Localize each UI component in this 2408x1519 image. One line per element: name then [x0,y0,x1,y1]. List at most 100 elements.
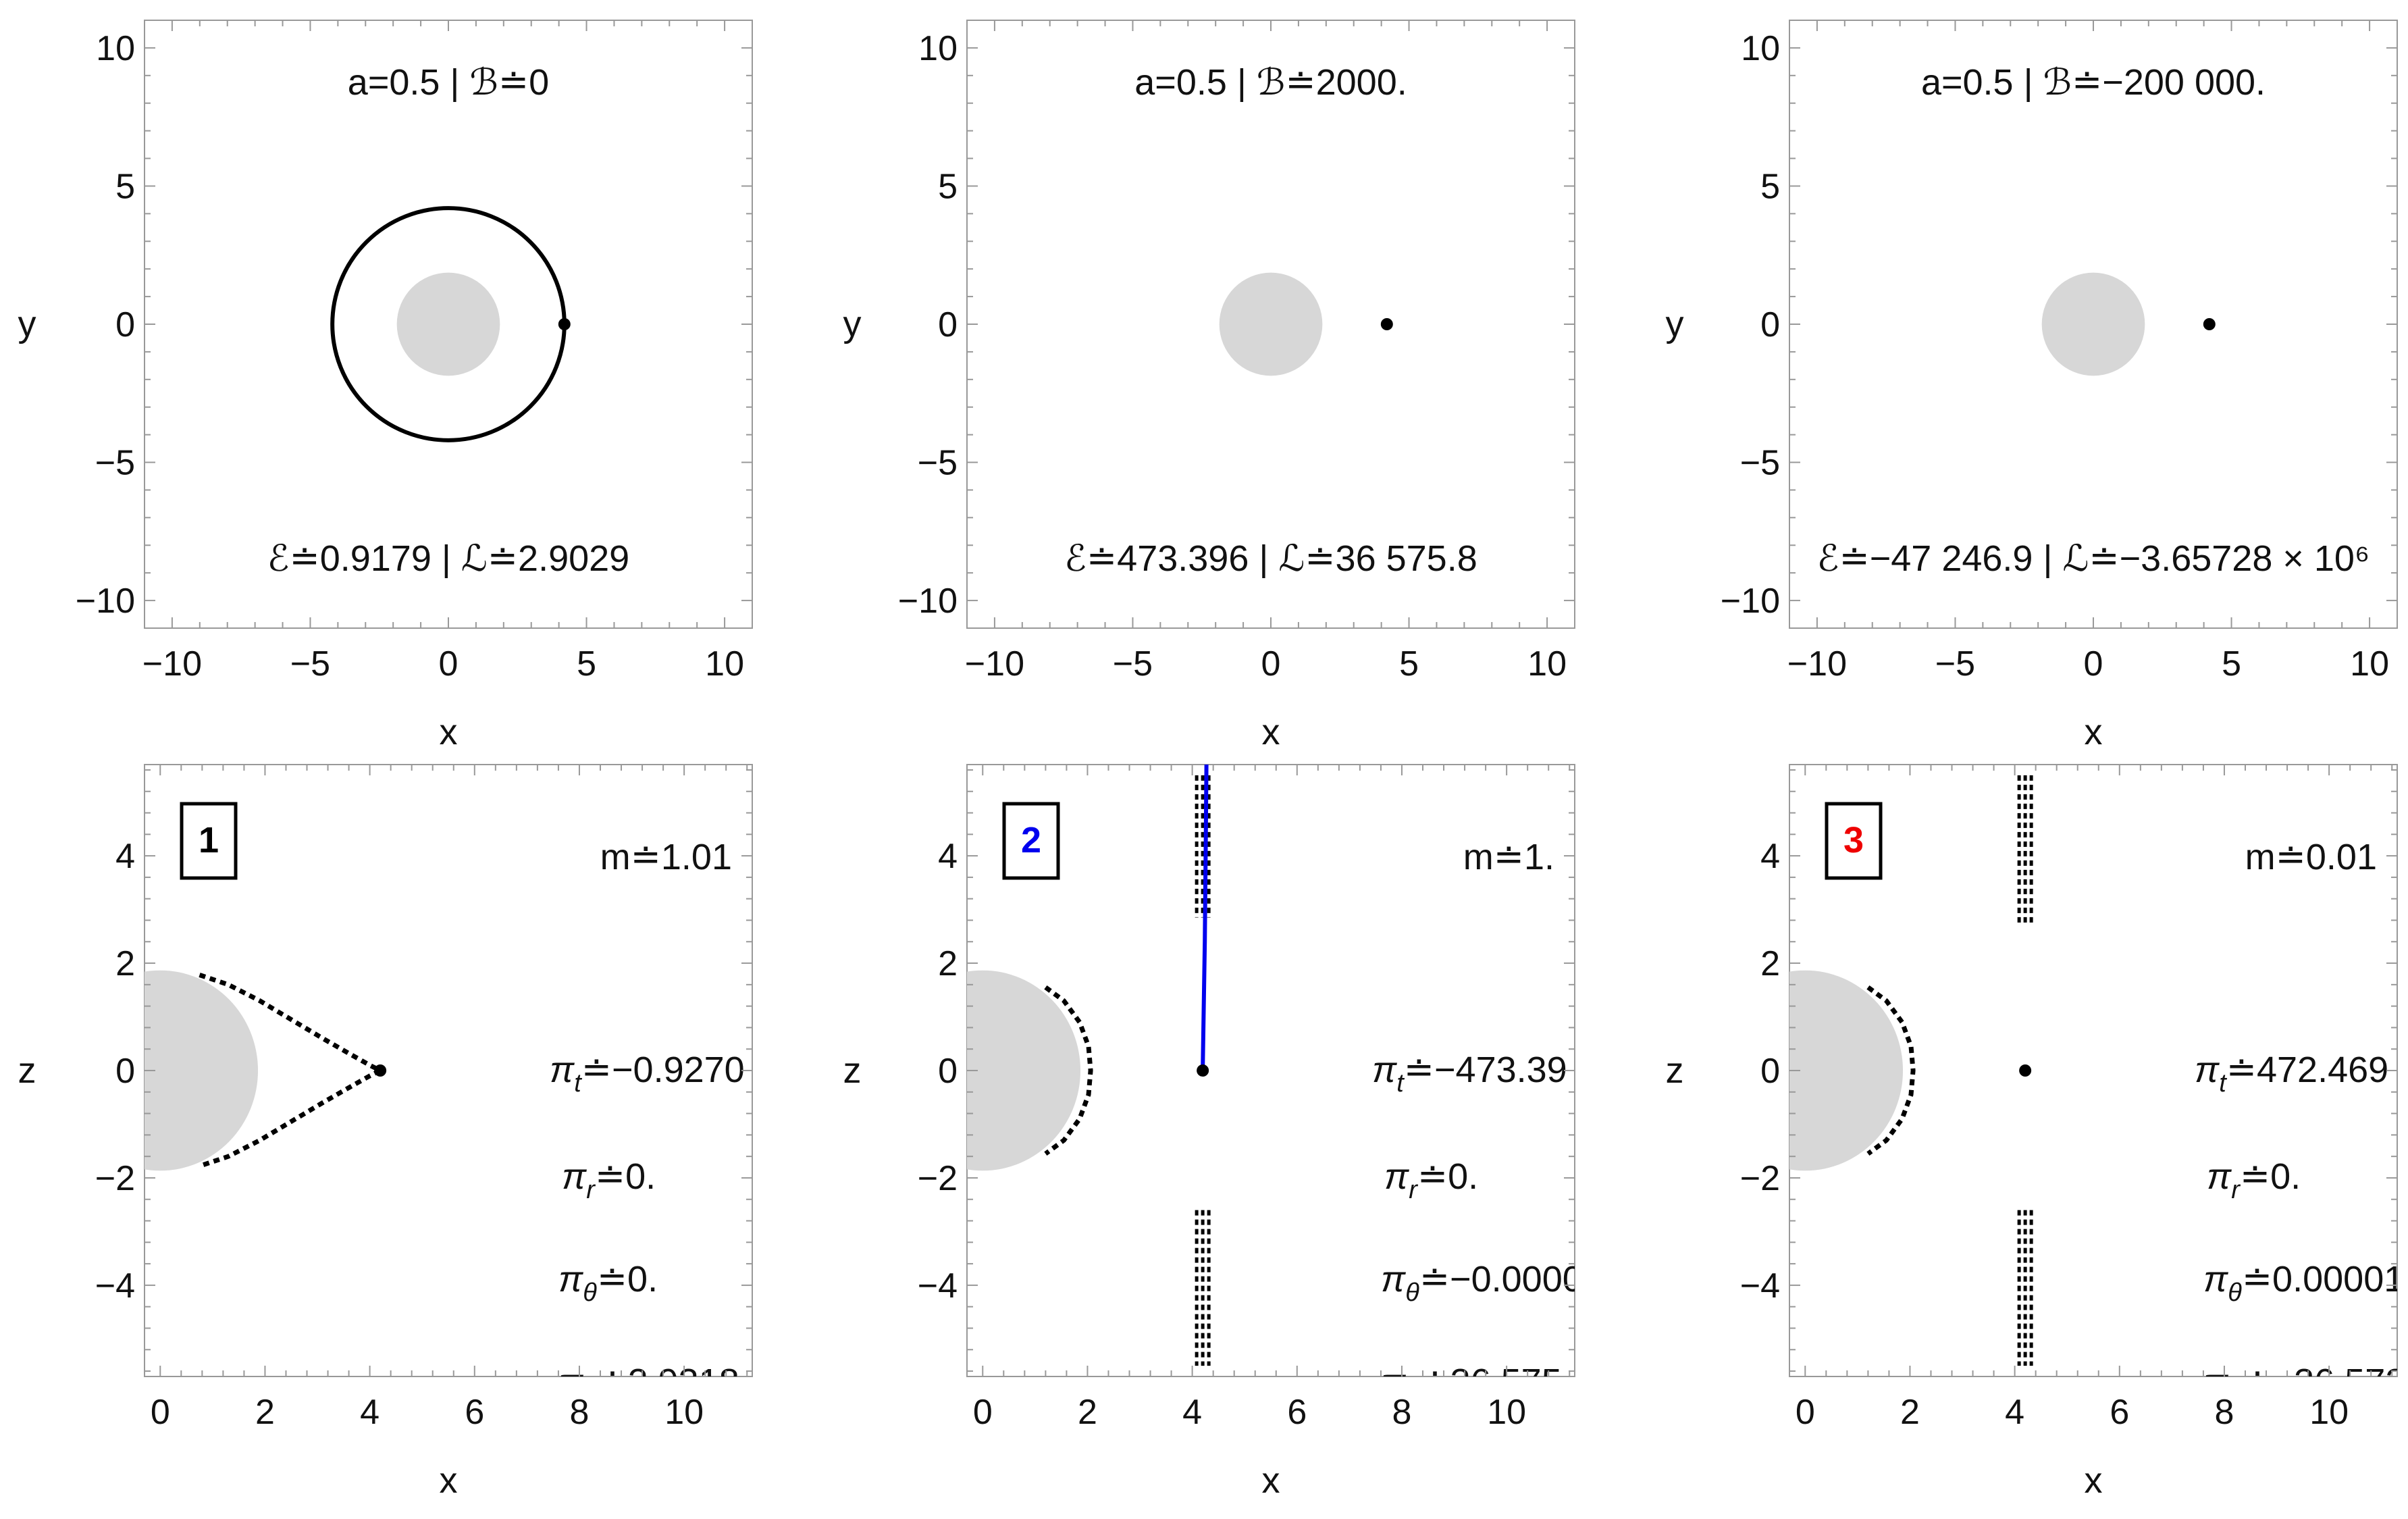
x-tick-label: 2 [1900,1393,1920,1432]
momentum-label: πϕ≐−36 572 [2203,1362,2405,1410]
plot-area: ℰ≐−47 246.9 | ℒ≐−3.65728 × 10⁶ [1817,272,2370,579]
plot-area: ℰ≐0.9179 | ℒ≐2.9029 [267,206,629,579]
axis-ticks [967,765,1575,1376]
panel-header: a=0.5 | ℬ≐0 [348,62,549,103]
y-tick-label: 2 [1760,944,1780,983]
x-tick-label: 6 [465,1393,484,1432]
x-tick-label: 5 [1399,644,1419,684]
y-tick-label: 10 [96,29,135,68]
badge-box [1825,802,1883,880]
y-tick-label: −10 [76,582,135,621]
x-tick-label: 6 [1287,1393,1307,1432]
panel-bottom-3: πt≐472.469 πr≐0. πθ≐0.00001 πϕ≐−36 572 0 2 4 6 8… [1666,764,2405,1501]
x-tick-label: 5 [577,644,596,684]
x-tick-label: 2 [1078,1393,1097,1432]
axis-ticks [966,20,1575,629]
y-tick-label: 5 [1760,167,1780,206]
x-tick-label: 6 [2110,1393,2129,1432]
y-tick-label: −10 [898,582,958,621]
x-axis-label: x [1262,1460,1280,1501]
x-tick-label: 0 [973,1393,993,1432]
y-axis-label: z [843,1050,862,1091]
y-tick-label: −5 [95,444,135,483]
x-tick-label: 10 [1487,1393,1526,1432]
y-tick-label: −4 [95,1266,135,1306]
momentum-label: πr≐0. [2207,1156,2301,1204]
mass-label: m≐1.01 [600,837,732,877]
panel-header: a=0.5 | ℬ≐2000. [1134,62,1407,103]
y-tick-label: 4 [938,837,958,876]
horizon-disk [2041,272,2145,376]
x-tick-label: −5 [1935,644,1975,684]
badge-number: 3 [1843,820,1864,860]
y-tick-label: −4 [1740,1266,1780,1306]
y-tick-label: −2 [95,1159,135,1198]
particle-point [374,1064,387,1077]
x-tick-label: 0 [1796,1393,1815,1432]
y-tick-label: 10 [918,29,958,68]
y-tick-label: 5 [115,167,135,206]
y-axis-label: y [1666,304,1684,344]
y-tick-label: −2 [1740,1159,1780,1198]
y-axis-label: y [18,304,36,344]
x-tick-label: 8 [1392,1393,1412,1432]
y-axis-label: z [18,1050,36,1091]
y-axis-label: z [1666,1050,1684,1091]
momentum-label: πr≐0. [562,1156,656,1204]
particle-point [1197,1064,1209,1077]
axis-ticks [1789,765,2397,1376]
y-tick-label: 0 [938,305,958,344]
momentum-label: πr≐0. [1384,1156,1478,1204]
momentum-label: πt≐−0.9270 [550,1050,745,1098]
y-tick-label: −5 [918,444,958,483]
y-axis-label: y [843,304,862,344]
y-tick-label: −5 [1740,444,1780,483]
y-tick-label: 2 [938,944,958,983]
y-tick-label: 5 [938,167,958,206]
x-tick-label: 0 [1261,644,1281,684]
momentum-label: πθ≐0. [558,1259,658,1307]
plot-area: πt≐−0.9270 πr≐0. πθ≐0. πϕ≐2.9318 [145,970,745,1376]
plot-area: πt≐472.469 πr≐0. πθ≐0.00001 πϕ≐−36 572 [1789,775,2405,1410]
y-tick-label: 0 [1760,1052,1780,1091]
y-tick-label: 0 [115,1052,135,1091]
x-tick-label: −10 [142,644,202,684]
horizon-disk [396,272,500,376]
x-tick-label: 10 [2350,644,2389,684]
particle-point [1380,318,1393,330]
x-axis-label: x [2085,712,2103,752]
y-tick-label: −10 [1721,582,1780,621]
x-tick-label: 4 [1182,1393,1202,1432]
horizon-disk [967,970,1081,1171]
x-tick-label: 0 [2084,644,2103,684]
momentum-label: πϕ≐36 575. [1381,1362,1572,1410]
panel-bottom-2: πt≐−473.39 πr≐0. πθ≐−0.0000 πϕ≐36 575. 0 2 4 6 8… [843,764,1575,1501]
y-tick-label: −4 [918,1266,958,1306]
y-tick-label: 0 [115,305,135,344]
panel-footer: ℰ≐−47 246.9 | ℒ≐−3.65728 × 10⁶ [1817,538,2370,579]
momentum-label: πθ≐0.00001 [2203,1259,2404,1307]
plot-area: πt≐−473.39 πr≐0. πθ≐−0.0000 πϕ≐36 575. [967,765,1575,1410]
x-tick-label: 10 [1527,644,1567,684]
momentum-label: πt≐−473.39 [1372,1050,1567,1098]
x-axis-label: x [440,712,458,752]
y-tick-label: 10 [1741,29,1780,68]
panel-header: a=0.5 | ℬ≐−200 000. [1921,62,2266,103]
x-tick-label: −10 [1787,644,1847,684]
axis-ticks [1789,20,2398,629]
dashed-boundary [1866,985,1916,1156]
x-tick-label: 4 [2005,1393,2024,1432]
particle-point [558,318,571,330]
x-tick-label: 10 [705,644,744,684]
panel-footer: ℰ≐473.396 | ℒ≐36 575.8 [1064,538,1477,579]
x-axis-label: x [440,1460,458,1501]
x-tick-label: 2 [255,1393,275,1432]
x-tick-label: 10 [2309,1393,2349,1432]
x-tick-label: −10 [965,644,1024,684]
axis-ticks [144,20,753,629]
y-tick-label: −2 [918,1159,958,1198]
badge-box [1002,802,1060,880]
momentum-label: πt≐472.469 [2195,1050,2388,1098]
